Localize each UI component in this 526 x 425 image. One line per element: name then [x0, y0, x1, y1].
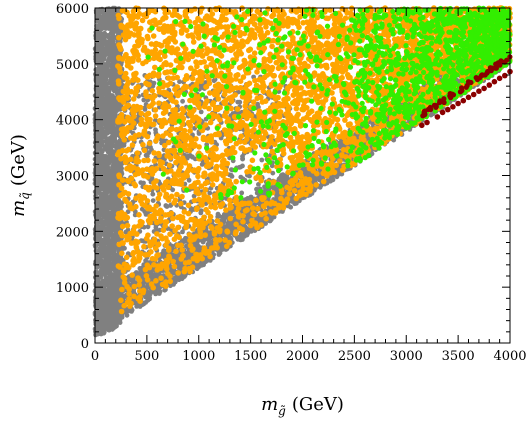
- point-grey: [239, 234, 245, 240]
- point-grey: [101, 105, 107, 111]
- point-grey: [99, 54, 104, 60]
- point-grey: [110, 170, 116, 176]
- point-grey: [99, 212, 104, 218]
- point-grey: [106, 294, 112, 300]
- point-grey: [111, 55, 117, 60]
- point-grey: [106, 57, 112, 62]
- point-grey: [95, 189, 100, 195]
- point-grey: [110, 93, 115, 98]
- point-grey: [93, 269, 98, 275]
- point-grey: [95, 147, 100, 152]
- point-grey: [99, 267, 105, 273]
- point-grey: [110, 297, 116, 303]
- point-grey: [114, 221, 120, 227]
- point-grey: [96, 248, 102, 253]
- point-grey: [105, 47, 110, 53]
- point-grey: [103, 209, 109, 215]
- point-grey: [315, 175, 321, 181]
- point-grey: [97, 205, 103, 211]
- point-grey: [113, 104, 118, 110]
- point-grey: [97, 257, 103, 263]
- point-grey: [101, 19, 107, 25]
- point-grey: [114, 22, 119, 28]
- point-grey: [114, 286, 120, 292]
- point-grey: [98, 173, 104, 179]
- point-grey: [94, 88, 100, 94]
- point-grey: [103, 24, 109, 29]
- point-grey: [99, 41, 105, 47]
- point-grey: [106, 6, 111, 12]
- point-grey: [109, 21, 115, 27]
- point-grey: [305, 171, 310, 177]
- points-layer: [92, 5, 513, 338]
- point-grey: [97, 287, 103, 293]
- point-grey: [334, 174, 340, 180]
- point-grey: [100, 97, 105, 103]
- point-grey: [102, 300, 108, 306]
- point-grey: [113, 305, 119, 310]
- point-grey: [103, 13, 109, 18]
- point-grey: [108, 30, 114, 36]
- point-grey: [328, 178, 334, 183]
- point-grey: [95, 279, 101, 285]
- point-grey: [97, 237, 103, 243]
- point-grey: [145, 297, 151, 303]
- point-grey: [111, 43, 117, 49]
- point-grey: [112, 50, 117, 56]
- point-grey: [122, 293, 128, 299]
- point-grey: [337, 140, 343, 146]
- point-grey: [110, 222, 116, 228]
- point-grey: [95, 59, 101, 64]
- point-grey: [104, 228, 110, 234]
- point-grey: [98, 26, 104, 32]
- point-grey: [102, 30, 107, 36]
- point-grey: [93, 180, 99, 186]
- point-grey: [102, 321, 107, 327]
- point-grey: [95, 303, 100, 309]
- point-grey: [103, 257, 109, 263]
- point-grey: [113, 252, 118, 258]
- point-grey: [114, 131, 120, 136]
- point-grey: [97, 80, 103, 86]
- point-grey: [97, 184, 103, 190]
- point-grey: [103, 66, 108, 72]
- point-grey: [93, 196, 98, 202]
- point-grey: [101, 88, 107, 94]
- point-grey: [111, 164, 117, 170]
- point-grey: [98, 194, 104, 199]
- point-grey: [96, 34, 101, 40]
- point-grey: [96, 324, 102, 330]
- point-grey: [104, 204, 110, 210]
- point-grey: [156, 291, 162, 296]
- point-grey: [110, 247, 116, 253]
- point-grey: [99, 244, 105, 250]
- point-grey: [103, 125, 109, 130]
- point-grey: [110, 130, 115, 136]
- point-grey: [97, 106, 102, 112]
- point-grey: [101, 315, 107, 320]
- point-grey: [108, 35, 114, 41]
- point-grey: [98, 64, 103, 70]
- point-grey: [279, 173, 284, 178]
- point-grey: [93, 332, 98, 338]
- point-grey: [103, 77, 109, 83]
